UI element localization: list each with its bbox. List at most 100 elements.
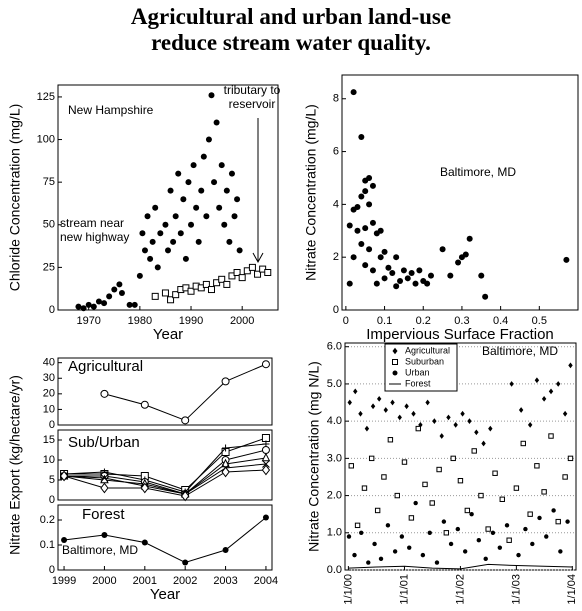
marker bbox=[504, 523, 510, 528]
legend-label: Urban bbox=[405, 367, 430, 377]
marker bbox=[527, 511, 533, 517]
marker bbox=[100, 389, 109, 398]
marker bbox=[483, 556, 488, 562]
y-tick-label: 8 bbox=[333, 93, 339, 105]
marker bbox=[385, 264, 392, 271]
marker bbox=[369, 219, 376, 226]
x-tick-label: 1/1/03 bbox=[510, 574, 522, 605]
marker bbox=[80, 305, 87, 312]
x-tick-label: 0.4 bbox=[493, 315, 508, 327]
marker bbox=[261, 452, 271, 462]
series-line bbox=[64, 463, 266, 495]
marker bbox=[238, 274, 246, 282]
marker bbox=[222, 444, 230, 452]
marker bbox=[427, 530, 432, 535]
marker bbox=[180, 196, 187, 203]
marker bbox=[218, 162, 225, 169]
y-axis-label: Chloride Concentration (mg/L) bbox=[7, 104, 23, 292]
plot-frame bbox=[57, 357, 273, 426]
marker bbox=[453, 422, 458, 428]
marker bbox=[509, 381, 514, 387]
marker bbox=[348, 463, 354, 469]
legend-marker bbox=[392, 347, 398, 355]
marker bbox=[392, 549, 398, 554]
y-tick-label: 0 bbox=[333, 304, 339, 316]
marker bbox=[562, 410, 568, 417]
y-tick-label: 2 bbox=[333, 251, 339, 263]
marker bbox=[362, 225, 369, 232]
marker bbox=[368, 455, 375, 462]
legend-label: Forest bbox=[405, 378, 431, 388]
marker bbox=[443, 530, 450, 536]
x-tick-label: 1990 bbox=[179, 315, 203, 327]
marker bbox=[397, 414, 402, 421]
marker bbox=[439, 246, 446, 253]
marker bbox=[126, 301, 133, 308]
marker bbox=[478, 272, 485, 279]
marker bbox=[147, 255, 154, 262]
marker bbox=[411, 410, 416, 417]
y-tick-label: 50 bbox=[43, 219, 55, 231]
series-line bbox=[64, 457, 267, 495]
marker bbox=[182, 559, 189, 566]
marker bbox=[474, 429, 479, 436]
marker bbox=[170, 238, 177, 245]
marker bbox=[188, 221, 195, 228]
series-line bbox=[348, 563, 573, 570]
marker bbox=[530, 541, 535, 547]
marker bbox=[221, 466, 230, 478]
marker bbox=[370, 403, 376, 410]
x-tick-label: 1/1/00 bbox=[342, 574, 354, 605]
marker bbox=[261, 360, 270, 369]
marker bbox=[141, 539, 148, 546]
marker bbox=[446, 414, 451, 421]
marker bbox=[404, 275, 411, 282]
marker bbox=[412, 280, 419, 287]
annotation: Agricultural bbox=[68, 358, 144, 375]
marker bbox=[111, 286, 118, 293]
marker bbox=[200, 153, 207, 160]
marker bbox=[439, 433, 444, 439]
marker bbox=[415, 425, 421, 432]
plot-frame bbox=[57, 84, 279, 311]
annotation: New Hampshire bbox=[68, 103, 154, 117]
marker bbox=[151, 292, 159, 300]
marker bbox=[95, 298, 102, 305]
marker bbox=[436, 466, 442, 473]
marker bbox=[233, 269, 241, 276]
y-tick-label: 0 bbox=[49, 564, 55, 576]
y-tick-label: 25 bbox=[43, 261, 55, 273]
marker bbox=[165, 247, 171, 254]
series-line bbox=[64, 449, 267, 495]
y-tick-label: 4.0 bbox=[327, 415, 342, 427]
marker bbox=[448, 541, 454, 547]
marker bbox=[389, 270, 396, 277]
marker bbox=[499, 496, 505, 502]
marker bbox=[490, 530, 496, 535]
marker bbox=[516, 552, 521, 558]
marker bbox=[455, 526, 461, 532]
series-line bbox=[64, 443, 266, 493]
marker bbox=[61, 537, 68, 543]
marker bbox=[558, 549, 563, 554]
marker bbox=[231, 213, 238, 220]
marker bbox=[358, 240, 365, 247]
marker bbox=[346, 222, 353, 229]
marker bbox=[350, 254, 357, 261]
marker bbox=[381, 248, 388, 255]
marker bbox=[101, 300, 108, 307]
marker bbox=[366, 246, 373, 253]
marker bbox=[420, 552, 426, 558]
marker bbox=[216, 204, 223, 211]
series-line bbox=[64, 437, 267, 491]
annotation: Baltimore, MD bbox=[62, 543, 139, 557]
marker bbox=[464, 507, 471, 514]
marker bbox=[513, 485, 520, 491]
legend-label: Suburban bbox=[405, 356, 444, 366]
legend-label: Agricultural bbox=[405, 345, 450, 355]
marker bbox=[556, 381, 561, 387]
annotation: Forest bbox=[82, 506, 125, 523]
marker bbox=[90, 303, 97, 310]
marker bbox=[383, 407, 388, 413]
marker bbox=[399, 534, 405, 539]
